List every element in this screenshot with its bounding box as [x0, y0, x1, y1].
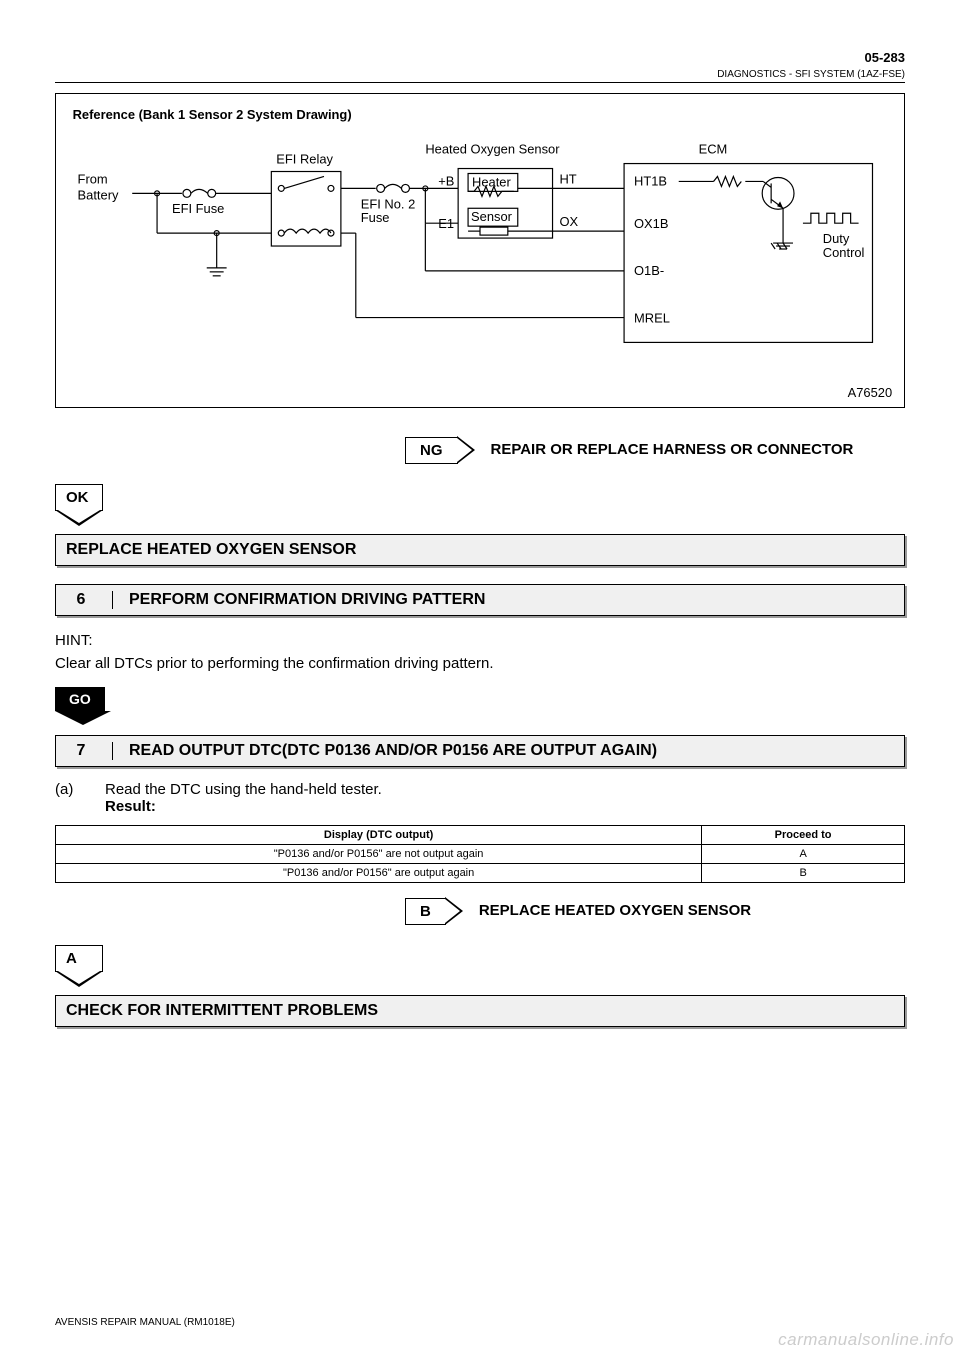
result-row-1: "P0136 and/or P0156" are output again B: [56, 864, 905, 883]
wiring-diagram: text { font-family: Arial; font-size: 13…: [55, 93, 905, 408]
ox1b-label: OX1B: [634, 216, 668, 231]
ht1b-label: HT1B: [634, 173, 667, 188]
bar-intermittent: CHECK FOR INTERMITTENT PROBLEMS: [55, 995, 905, 1027]
hint-text: Clear all DTCs prior to performing the c…: [55, 655, 494, 672]
ht-label: HT: [559, 171, 576, 186]
step-6-title: PERFORM CONFIRMATION DRIVING PATTERN: [129, 591, 485, 609]
hos-label: Heated Oxygen Sensor: [425, 142, 560, 157]
ox-label: OX: [559, 214, 578, 229]
ng-text: REPAIR OR REPLACE HARNESS OR CONNECTOR: [491, 440, 906, 460]
diagram-svg: text { font-family: Arial; font-size: 13…: [56, 94, 904, 407]
sensor-label: Sensor: [471, 209, 513, 224]
bar-replace-sensor-text: REPLACE HEATED OXYGEN SENSOR: [66, 541, 356, 559]
duty-1: Duty: [823, 231, 850, 246]
diagram-title: Reference (Bank 1 Sensor 2 System Drawin…: [73, 107, 352, 122]
page: 05-283 DIAGNOSTICS - SFI SYSTEM (1AZ-FSE…: [0, 0, 960, 1358]
b-label: B: [405, 898, 446, 925]
result-table-header-row: Display (DTC output) Proceed to: [56, 826, 905, 845]
result-th-0: Display (DTC output): [56, 826, 702, 845]
step-7-body: (a) Read the DTC using the hand-held tes…: [55, 781, 905, 815]
step-7-num: 7: [66, 742, 113, 760]
ok-label: OK: [55, 484, 103, 511]
b-arrow: B: [405, 897, 463, 925]
ng-branch: NG REPAIR OR REPLACE HARNESS OR CONNECTO…: [405, 436, 905, 464]
step-7-marker: (a): [55, 781, 85, 815]
efi-relay-label: EFI Relay: [276, 152, 333, 167]
mrel-label: MREL: [634, 311, 670, 326]
duty-2: Control: [823, 245, 865, 260]
result-th-1: Proceed to: [702, 826, 905, 845]
section-title: DIAGNOSTICS - SFI SYSTEM (1AZ-FSE): [55, 69, 905, 82]
o1b-label: O1B-: [634, 263, 664, 278]
step-7-instruction: Read the DTC using the hand-held tester.: [105, 781, 382, 798]
bar-intermittent-text: CHECK FOR INTERMITTENT PROBLEMS: [66, 1002, 378, 1020]
result-table: Display (DTC output) Proceed to "P0136 a…: [55, 825, 905, 883]
from-battery-label-2: Battery: [78, 187, 119, 202]
go-arrow: GO: [55, 681, 111, 725]
efi-fuse-label: EFI Fuse: [172, 201, 224, 216]
result-label: Result:: [105, 798, 382, 815]
result-cell-1-1: B: [702, 864, 905, 883]
ng-label: NG: [405, 437, 458, 464]
ok-arrow: OK: [55, 484, 103, 526]
result-cell-0-0: "P0136 and/or P0156" are not output agai…: [56, 845, 702, 864]
header-rule: [55, 82, 905, 83]
b-text: REPLACE HEATED OXYGEN SENSOR: [479, 901, 905, 921]
hint-block: HINT: Clear all DTCs prior to performing…: [55, 630, 905, 675]
hint-label: HINT:: [55, 632, 93, 649]
a-arrow: A: [55, 945, 103, 987]
bar-replace-sensor: REPLACE HEATED OXYGEN SENSOR: [55, 534, 905, 566]
diagram-code: A76520: [848, 385, 893, 400]
result-row-0: "P0136 and/or P0156" are not output agai…: [56, 845, 905, 864]
go-label: GO: [55, 687, 105, 711]
step-6-bar: 6 PERFORM CONFIRMATION DRIVING PATTERN: [55, 584, 905, 616]
page-number: 05-283: [55, 50, 905, 65]
efi-no2-fuse-1: EFI No. 2: [361, 196, 416, 211]
a-label: A: [55, 945, 103, 972]
result-cell-0-1: A: [702, 845, 905, 864]
step-7-title: READ OUTPUT DTC(DTC P0136 AND/OR P0156 A…: [129, 742, 657, 760]
ng-arrow: NG: [405, 436, 475, 464]
plusb-label: +B: [438, 173, 454, 188]
ecm-label: ECM: [699, 142, 728, 157]
from-battery-label-1: From: [78, 171, 108, 186]
efi-no2-fuse-2: Fuse: [361, 210, 390, 225]
watermark: carmanualsonline.info: [778, 1330, 954, 1350]
step-6-num: 6: [66, 591, 113, 609]
result-cell-1-0: "P0136 and/or P0156" are output again: [56, 864, 702, 883]
step-7-content: Read the DTC using the hand-held tester.…: [105, 781, 382, 815]
footer: AVENSIS REPAIR MANUAL (RM1018E): [55, 1317, 235, 1328]
b-branch: B REPLACE HEATED OXYGEN SENSOR: [405, 897, 905, 925]
step-7-bar: 7 READ OUTPUT DTC(DTC P0136 AND/OR P0156…: [55, 735, 905, 767]
